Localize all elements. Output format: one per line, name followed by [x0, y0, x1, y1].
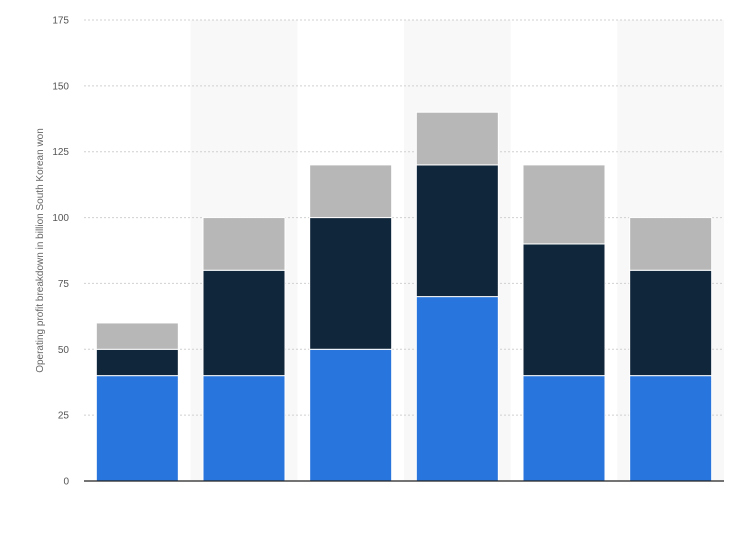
y-tick-label: 125	[52, 147, 69, 158]
bar-segment-series-1[interactable]	[415, 296, 499, 482]
y-tick-labels: 0 25 50 75 100 125 150 175	[52, 16, 69, 488]
bar-segment-series-2[interactable]	[309, 217, 393, 350]
bar-segment-series-3[interactable]	[95, 322, 179, 350]
bar-segment-series-2[interactable]	[522, 243, 606, 377]
y-axis-title: Operating profit breakdown in billion So…	[35, 128, 46, 373]
y-tick-label: 100	[52, 213, 69, 224]
gridlines	[84, 19, 724, 416]
bar-segment-series-3[interactable]	[629, 217, 713, 271]
bars	[95, 111, 713, 482]
bar-segment-series-1[interactable]	[522, 375, 606, 482]
bar-segment-series-2[interactable]	[415, 164, 499, 298]
bar-segment-series-3[interactable]	[415, 111, 499, 166]
y-tick-label: 150	[52, 81, 69, 92]
bar-segment-series-3[interactable]	[522, 164, 606, 245]
bar-segment-series-1[interactable]	[202, 375, 286, 482]
y-tick-label: 175	[52, 16, 69, 27]
bar-segment-series-1[interactable]	[95, 375, 179, 482]
y-tick-label: 50	[58, 345, 70, 356]
bar-segment-series-2[interactable]	[629, 269, 713, 377]
bar-segment-series-3[interactable]	[202, 217, 286, 271]
y-tick-label: 0	[63, 477, 69, 488]
bar-segment-series-1[interactable]	[629, 375, 713, 482]
y-tick-label: 75	[58, 279, 70, 290]
bar-segment-series-2[interactable]	[95, 348, 179, 377]
bar-segment-series-1[interactable]	[309, 348, 393, 482]
bar-segment-series-3[interactable]	[309, 164, 393, 219]
bar-segment-series-2[interactable]	[202, 269, 286, 377]
y-tick-label: 25	[58, 411, 70, 422]
